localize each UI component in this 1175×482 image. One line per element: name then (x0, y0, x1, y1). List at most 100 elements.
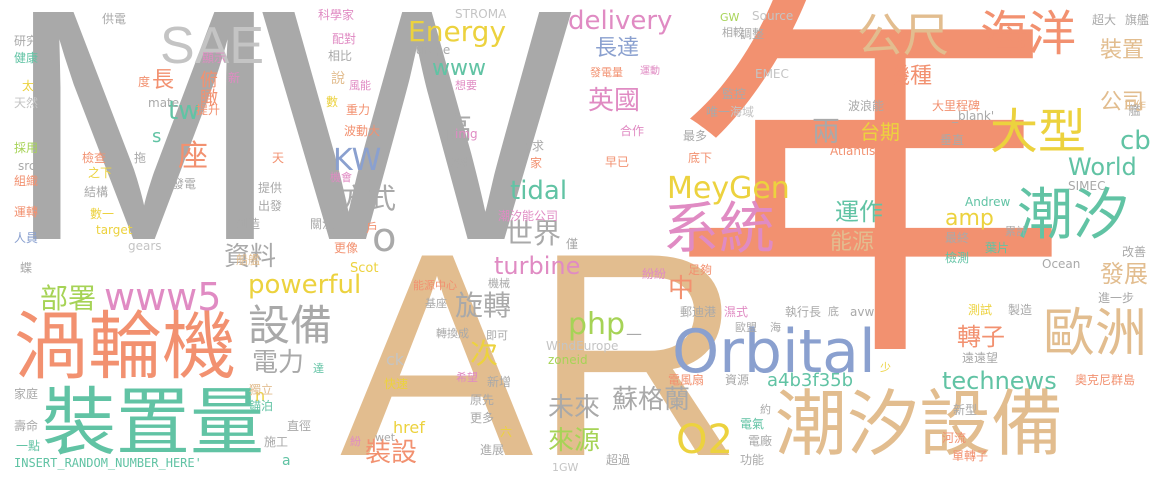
word-ck: ck (386, 350, 405, 369)
word-jiance: 檢測 (945, 251, 970, 265)
word-tuo: 拖 (134, 151, 147, 165)
word-hai: 海 (770, 321, 781, 334)
word-target: target (96, 223, 133, 237)
word-tw: tw (168, 96, 200, 126)
word-nengyuan: 能源 (830, 230, 875, 255)
word-n: n (255, 386, 266, 405)
word-atlantis: Atlantis (830, 144, 876, 158)
word-dianqi: 電氣 (740, 417, 765, 431)
word-powerful: powerful (248, 270, 362, 300)
word-taiqi: 台期 (860, 120, 900, 144)
word-shuyi: 數一 (90, 207, 115, 221)
word-da: 達 (313, 362, 324, 375)
word-zhixingzhang: 執行長 (785, 305, 822, 319)
word-gengxiang: 更像 (334, 241, 359, 255)
word-jiankang: 健康 (14, 51, 39, 65)
word-renyuan: 人員 (14, 231, 39, 245)
word-zhangda: 長達 (595, 36, 640, 61)
word-chaoda: 超大 (1092, 13, 1117, 27)
word-jiankong: 監控 (722, 87, 747, 101)
word-fenfen: 紛紛 (642, 267, 667, 281)
word-fengneng: 風能 (349, 79, 371, 92)
word-gw: GW (720, 11, 740, 24)
word-a4b3f35b: a4b3f35b (767, 370, 854, 391)
word-shao: 少 (880, 361, 891, 374)
word-www5: www5 (104, 275, 222, 319)
word-delivery: delivery (568, 6, 673, 36)
word-jiancha: 檢查 (82, 151, 107, 165)
word-shi: 濕式 (724, 305, 749, 319)
word-jizu: 機組 (448, 155, 473, 169)
word-chuangzao: 創造 (236, 217, 261, 231)
word-turbine: turbine (494, 252, 581, 280)
word-zuizhong: 最終 (945, 231, 970, 245)
word-insert: INSERT_RANDOM_NUMBER_HERE' (14, 456, 202, 470)
word-oumeng: 歐盟 (735, 321, 757, 334)
word-gudigang: 郵迪港 (680, 305, 717, 319)
word-mate: mate (148, 96, 180, 110)
word-php: php (568, 307, 626, 342)
word-zhixia: 之下 (88, 166, 113, 180)
word-jia: 家 (530, 156, 543, 170)
word-tai: 太 (22, 79, 35, 93)
word-ceshi: 測試 (968, 303, 993, 317)
word-src: src (18, 159, 36, 173)
word-sae: SAE (160, 17, 265, 75)
word-zugou: 足夠 (688, 263, 713, 277)
word-ziyuan: 資源 (725, 373, 750, 387)
word-aokeni: 奧克尼群島 (1075, 373, 1136, 387)
word-fadian: 發電 (172, 177, 197, 191)
word-tigong: 提供 (258, 181, 283, 195)
word-chuizhi: 垂直 (940, 133, 965, 147)
word-fadianliang: 發電量 (590, 66, 623, 79)
word-gao: 高 (442, 112, 472, 147)
word-gears: gears (128, 239, 162, 253)
word-blank: _blank' (952, 109, 995, 123)
word-liu: 六 (500, 425, 513, 439)
word-guanzhu: 關注 (310, 217, 335, 231)
word-heliu: 河流 (942, 431, 967, 445)
word-dash: — (626, 324, 642, 343)
word-jin: 僅 (566, 237, 579, 251)
word-nengyuanzhongxin: 能源中心 (413, 279, 457, 292)
word-gengduo: 更多 (470, 411, 495, 425)
word-liang: 兩 (812, 115, 841, 148)
word-zhang: 長 (152, 68, 175, 93)
word-shu: 數 (326, 95, 339, 109)
word-xinxing: 新型 (953, 403, 978, 417)
word-yuanxian: 原先 (470, 393, 495, 407)
word-simec: SIMEC (1068, 179, 1106, 193)
word-xin: 新 (228, 71, 241, 85)
word-bolangneng: 波浪能 (848, 99, 885, 113)
word-jinzhan: 進展 (480, 443, 505, 457)
word-stroma: STROMA (455, 7, 507, 21)
word-s: s (152, 126, 162, 147)
word-fazhan: 發展 (1100, 260, 1148, 288)
word-href: href (393, 418, 425, 437)
word-chaoguo: 超過 (606, 453, 631, 467)
word-yepian: 葉片 (985, 241, 1010, 255)
word-meygen: MeyGen (667, 171, 790, 206)
word-orbital: Orbital (672, 317, 876, 387)
word-chuanjian: 船艦 (236, 253, 261, 267)
word-shijie: 世界 (505, 217, 562, 250)
word-gongneng: 功能 (740, 453, 765, 467)
word-xianshi: 顯示 (202, 51, 227, 65)
word-technews: technews (942, 367, 1057, 395)
word-shebei: 設備 (248, 301, 333, 350)
word-tianran: 天然 (14, 96, 39, 110)
word-zuzhi: 組織 (14, 174, 39, 188)
word-di: 底 (828, 305, 839, 318)
word-xiangbi: 相比 (328, 49, 353, 63)
word-tiaozheng: 調整 (740, 27, 765, 41)
word-kw: KW (333, 143, 382, 178)
word-zuiduo: 最多 (683, 129, 708, 143)
word-leiji: 累計 (1005, 225, 1027, 238)
word-tidal: tidal (510, 176, 568, 206)
word-zhong: 中 (668, 274, 695, 304)
word-yidian: 一點 (16, 439, 41, 453)
word-xiwang: 希望 (456, 371, 478, 384)
word-gongzuo: 工作 (1124, 99, 1146, 112)
word-dianfengshan: 電風扇 (668, 373, 705, 387)
word-jian: 艦 (1127, 104, 1141, 116)
